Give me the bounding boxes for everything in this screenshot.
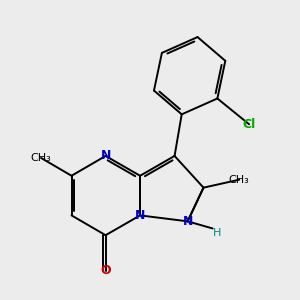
Text: N: N xyxy=(182,215,193,228)
Text: H: H xyxy=(213,228,222,238)
Text: O: O xyxy=(100,264,111,278)
Text: CH₃: CH₃ xyxy=(229,175,250,185)
Text: N: N xyxy=(135,209,145,222)
Text: Cl: Cl xyxy=(242,118,256,131)
Text: N: N xyxy=(100,149,111,162)
Text: CH₃: CH₃ xyxy=(31,153,51,163)
